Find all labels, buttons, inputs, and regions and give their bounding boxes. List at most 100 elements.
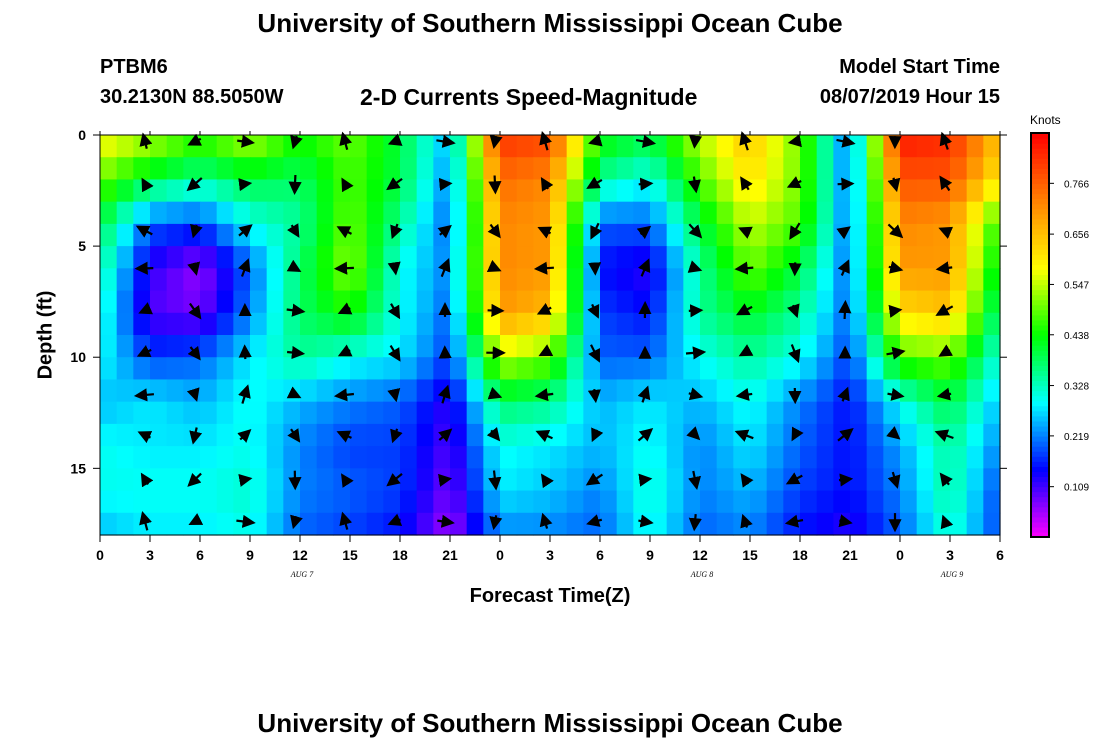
current-arrow <box>337 344 353 357</box>
heatmap-cell <box>566 246 584 269</box>
heatmap-cell <box>883 246 901 269</box>
heatmap-cell <box>266 201 284 225</box>
current-arrow <box>486 259 502 272</box>
heatmap-cell <box>216 223 234 247</box>
heatmap-cell <box>533 223 551 247</box>
heatmap-cell <box>283 401 301 425</box>
current-arrow <box>438 177 453 191</box>
current-arrow <box>536 302 552 315</box>
current-arrow <box>236 514 256 528</box>
heatmap-cell <box>950 468 968 492</box>
heatmap-cell <box>116 312 134 336</box>
heatmap-cell <box>150 335 168 358</box>
heatmap-cell <box>716 135 734 158</box>
current-arrow <box>286 386 302 399</box>
heatmap-cell <box>550 468 568 492</box>
heatmap-cell <box>600 379 618 403</box>
heatmap-cell <box>550 223 568 247</box>
heatmap-cell <box>100 446 118 469</box>
heatmap-cell <box>666 490 684 514</box>
heatmap-cell <box>683 135 701 158</box>
heatmap-cell <box>166 179 184 203</box>
current-arrow <box>734 429 754 442</box>
heatmap-cell <box>700 446 718 469</box>
heatmap-cell <box>250 446 268 469</box>
heatmap-cell <box>933 157 951 181</box>
heatmap-cell <box>683 512 701 536</box>
heatmap-cell <box>100 268 118 292</box>
heatmap-cell <box>666 401 684 425</box>
heatmap-cell <box>333 223 351 247</box>
heatmap-cell <box>800 446 818 469</box>
heatmap-cell <box>300 223 318 247</box>
heatmap-cell <box>616 335 634 358</box>
heatmap-cell <box>650 357 668 381</box>
heatmap-cell <box>350 135 368 158</box>
current-arrow <box>138 302 154 315</box>
current-arrow <box>688 304 704 318</box>
x-tick-label: 0 <box>896 547 904 563</box>
heatmap-cell <box>233 512 251 536</box>
heatmap-cell <box>683 490 701 514</box>
heatmap-cell <box>333 201 351 225</box>
heatmap-cell <box>700 246 718 269</box>
heatmap-cell <box>650 290 668 314</box>
colorbar-segment <box>1031 133 1049 139</box>
current-arrow <box>186 387 200 402</box>
heatmap-cell <box>133 201 151 225</box>
heatmap-cell <box>383 423 401 447</box>
colorbar-segment <box>1031 526 1049 533</box>
colorbar-segment <box>1031 355 1049 361</box>
heatmap-cell <box>150 446 168 469</box>
heatmap-cell <box>600 423 618 447</box>
heatmap-cell <box>166 401 184 425</box>
heatmap-cell <box>766 490 784 514</box>
heatmap-cell <box>350 357 368 381</box>
heatmap-cell <box>433 268 451 292</box>
heatmap-cell <box>683 201 701 225</box>
heatmap-cell <box>433 201 451 225</box>
heatmap-cell <box>950 268 968 292</box>
heatmap-cell <box>416 379 434 403</box>
heatmap-cell <box>783 468 801 492</box>
heatmap-cell <box>733 401 751 425</box>
heatmap-cell <box>466 401 484 425</box>
heatmap-cell <box>733 201 751 225</box>
current-arrow <box>940 514 954 530</box>
heatmap-cell <box>816 268 834 292</box>
heatmap-cell <box>966 490 984 514</box>
heatmap-cell <box>700 290 718 314</box>
current-arrow <box>238 384 251 404</box>
heatmap-cell <box>316 223 334 247</box>
heatmap-cell <box>266 468 284 492</box>
colorbar-segment <box>1031 335 1049 341</box>
colorbar-segment <box>1031 531 1049 538</box>
heatmap-cell <box>900 446 918 469</box>
heatmap-cell <box>183 246 201 269</box>
current-arrow <box>838 299 852 320</box>
current-arrow <box>888 260 904 274</box>
heatmap-cell <box>483 379 501 403</box>
heatmap-cell <box>600 135 618 158</box>
heatmap-cell <box>900 423 918 447</box>
heatmap-cell <box>466 379 484 403</box>
heatmap-cell <box>450 357 468 381</box>
heatmap-cell <box>766 290 784 314</box>
heatmap-cell <box>683 335 701 358</box>
heatmap-cell <box>650 379 668 403</box>
heatmap-cell <box>833 290 851 314</box>
heatmap-cell <box>816 335 834 358</box>
heatmap-cell <box>766 512 784 536</box>
current-arrow <box>288 174 302 195</box>
heatmap-cell <box>333 179 351 203</box>
current-arrow <box>134 261 154 275</box>
heatmap-cell <box>933 357 951 381</box>
current-arrow <box>687 260 703 273</box>
current-arrow <box>791 426 804 442</box>
current-arrow <box>187 472 202 487</box>
heatmap-cell <box>800 490 818 514</box>
heatmap-cell <box>683 468 701 492</box>
heatmap-cell <box>816 246 834 269</box>
heatmap-cell <box>883 423 901 447</box>
heatmap-cell <box>100 157 118 181</box>
